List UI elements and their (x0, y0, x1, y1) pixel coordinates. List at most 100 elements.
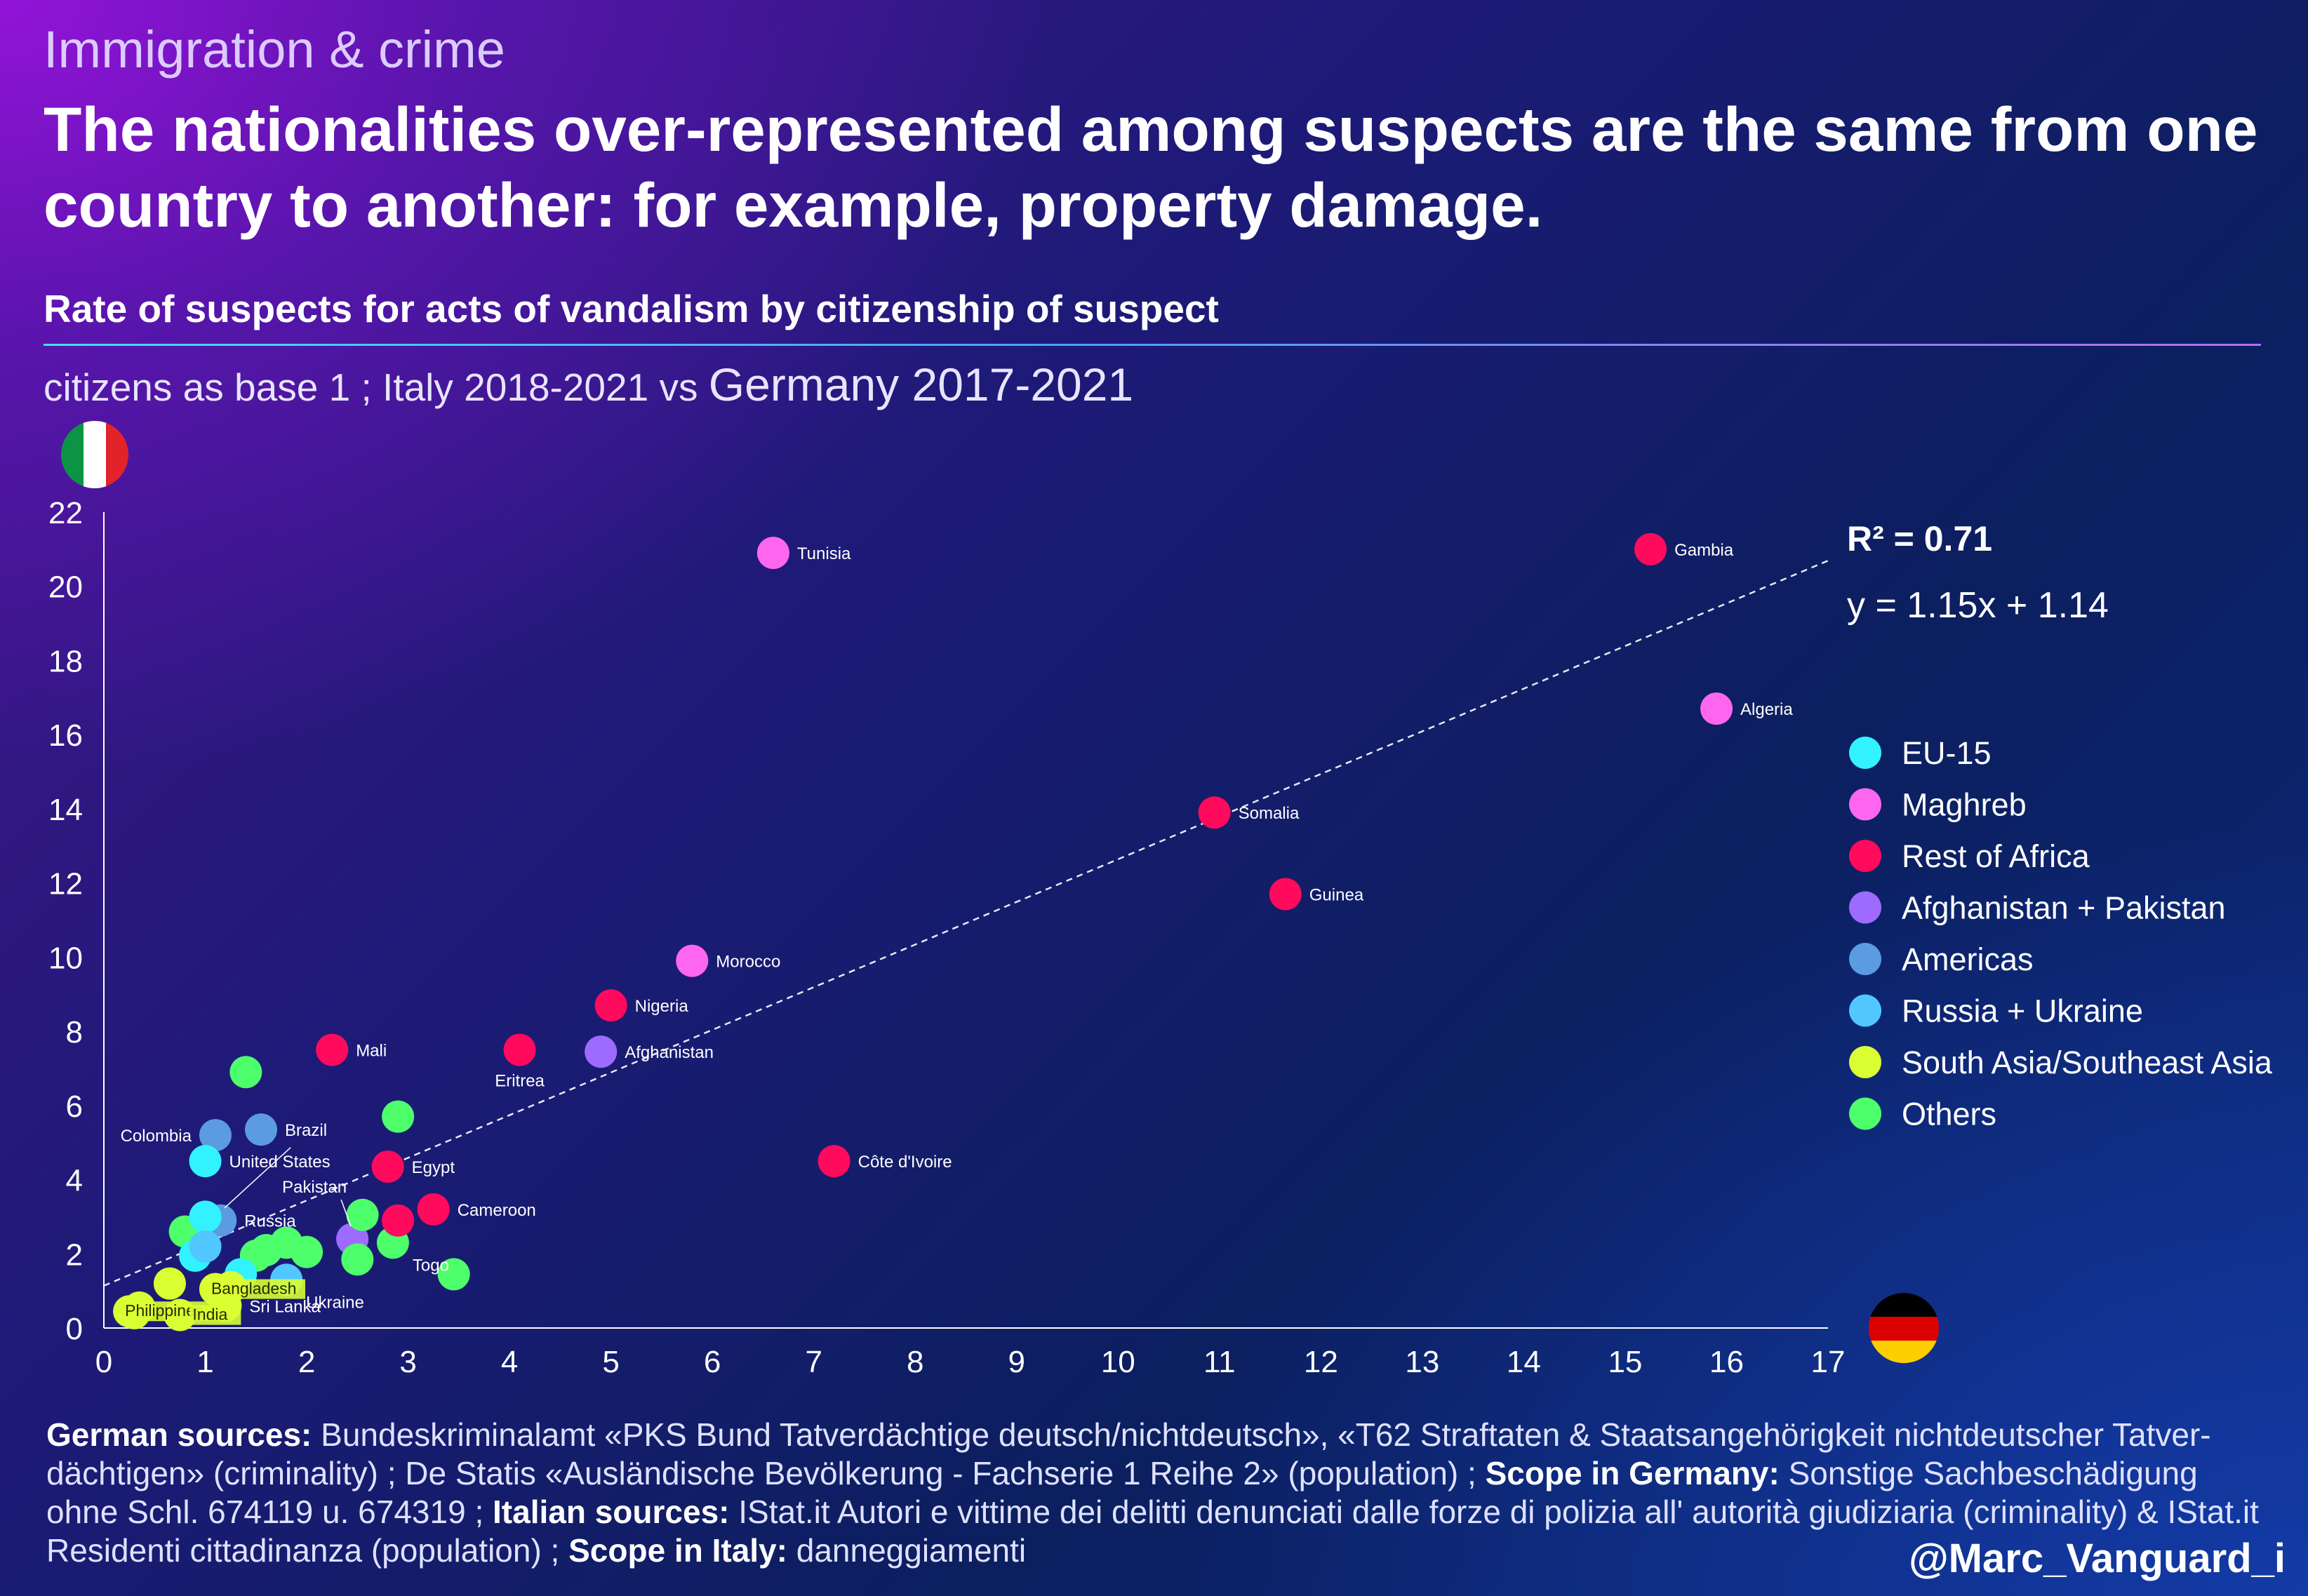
italy-flag-stripe (61, 421, 84, 488)
point-label: Algeria (1740, 700, 1793, 719)
point-label: Côte d'Ivoire (858, 1153, 952, 1172)
point-label: United States (229, 1153, 331, 1172)
germany-flag-stripe (1869, 1293, 1939, 1317)
point-egypt (371, 1151, 404, 1183)
x-tick-label: 2 (298, 1345, 315, 1379)
label-tag-bg (189, 1305, 241, 1325)
y-tick-label: 12 (48, 867, 83, 901)
r-squared-label: R² = 0.71 (1847, 519, 1992, 558)
y-tick-label: 2 (66, 1238, 83, 1272)
x-tick-label: 15 (1608, 1345, 1642, 1379)
x-tick-label: 14 (1507, 1345, 1541, 1379)
subtitle-small-text: citizens as base 1 ; Italy 2018-2021 vs (44, 366, 709, 409)
legend-swatch (1849, 737, 1881, 769)
russia-leader-line (224, 1147, 291, 1209)
point-label: Pakistan (282, 1178, 347, 1197)
point-label: India (192, 1305, 227, 1323)
legend-label: South Asia/Southeast Asia (1902, 1045, 2273, 1080)
point-label: Sri Lanka (249, 1297, 321, 1316)
regression-stats: R² = 0.71 y = 1.15x + 1.14 (1847, 519, 2109, 626)
legend-label: Afghanistan + Pakistan (1902, 890, 2226, 926)
legend-swatch (1849, 1046, 1881, 1078)
x-tick-label: 16 (1709, 1345, 1744, 1379)
category-label: Immigration & crime (44, 20, 505, 79)
data-points (113, 532, 1733, 1332)
legend-label: Maghreb (1902, 787, 2027, 823)
germany-flag-icon (1869, 1293, 1939, 1363)
point-label: Mali (356, 1042, 387, 1061)
y-tick-label: 16 (48, 718, 83, 753)
subtitle-big-text: Germany 2017-2021 (708, 358, 1134, 410)
legend-label: Others (1902, 1097, 1996, 1132)
x-tick-label: 6 (704, 1345, 721, 1379)
point-c-te-d-ivoire (818, 1145, 851, 1178)
point-colombia (199, 1119, 232, 1152)
legend-swatch (1849, 1097, 1881, 1130)
regression-equation: y = 1.15x + 1.14 (1847, 585, 2109, 626)
trendline-path (103, 560, 1829, 1287)
point-guinea (1269, 878, 1302, 911)
point-algeria (1700, 692, 1733, 725)
point-afghanistan (585, 1035, 618, 1068)
x-tick-label: 12 (1304, 1345, 1338, 1379)
point-cameroon (417, 1193, 450, 1226)
x-tick-label: 4 (501, 1345, 518, 1379)
italian-sources-text: IStat.it Autori e vittime dei delitti de… (46, 1494, 2259, 1569)
x-tick-label: 17 (1811, 1345, 1846, 1379)
x-tick-label: 10 (1101, 1345, 1135, 1379)
x-tick-label: 1 (196, 1345, 213, 1379)
germany-flag-stripe (1869, 1341, 1939, 1363)
pakistan-leader-line (340, 1199, 352, 1227)
legend-swatch (1849, 788, 1881, 821)
data-point (382, 1204, 415, 1237)
point-label: Afghanistan (625, 1043, 714, 1062)
point-label: Togo (413, 1256, 449, 1275)
point-label: Eritrea (495, 1072, 545, 1091)
point-label: Bangladesh (211, 1279, 297, 1297)
label-tag-bg (208, 1279, 305, 1299)
point-somalia (1198, 796, 1231, 829)
legend-swatch (1849, 840, 1881, 872)
scope-germany-label: Scope in Germany: (1485, 1455, 1780, 1491)
legend-label: Russia + Ukraine (1902, 993, 2143, 1029)
y-tick-label: 8 (66, 1015, 83, 1050)
chart-title: Rate of suspects for acts of vandalism b… (44, 287, 1219, 330)
point-label: Morocco (716, 953, 780, 972)
data-point (341, 1243, 374, 1276)
point-label: Tunisia (797, 544, 851, 563)
legend-label: EU-15 (1902, 735, 1992, 771)
y-tick-label: 22 (48, 496, 83, 530)
y-tick-label: 10 (48, 941, 83, 975)
data-point (229, 1056, 262, 1089)
point-label: Guinea (1309, 885, 1364, 904)
headline: The nationalities over-represented among… (44, 94, 2258, 240)
point-label: Gambia (1674, 541, 1734, 560)
y-tick-label: 6 (66, 1089, 83, 1124)
point-label: Nigeria (635, 997, 689, 1016)
y-tick-label: 18 (48, 644, 83, 678)
data-point (382, 1100, 415, 1133)
italian-sources-label: Italian sources: (493, 1494, 730, 1530)
legend-swatch (1849, 891, 1881, 924)
data-point (437, 1258, 470, 1291)
data-point (346, 1198, 379, 1231)
author-handle: @Marc_Vanguard_i (1909, 1536, 2286, 1581)
trendline (103, 560, 1829, 1287)
legend-swatch (1849, 943, 1881, 975)
point-label: Russia (244, 1212, 296, 1231)
x-tick-label: 7 (805, 1345, 822, 1379)
german-sources-text: Bundeskriminalamt «PKS Bund Tatverdächti… (46, 1416, 2211, 1491)
scope-italy-text: danneggiamenti (787, 1532, 1027, 1569)
x-tick-label: 8 (907, 1345, 923, 1379)
chart-subtitle: citizens as base 1 ; Italy 2018-2021 vs … (44, 358, 1133, 411)
x-tick-label: 9 (1008, 1345, 1025, 1379)
title-divider (44, 344, 2261, 346)
y-tick-label: 20 (48, 570, 83, 605)
italy-flag-stripe (84, 421, 107, 488)
legend: EU-15 Maghreb Rest of Africa Afghanistan + … (1849, 735, 2273, 1132)
point-label: Somalia (1239, 804, 1300, 823)
point-brazil (245, 1113, 278, 1146)
point-label: Brazil (285, 1121, 327, 1140)
